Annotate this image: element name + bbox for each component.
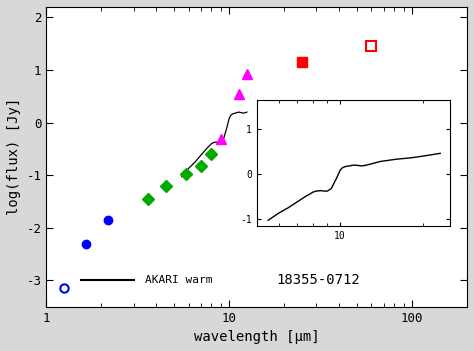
Text: AKARI warm: AKARI warm [145,275,212,285]
Text: 18355-0712: 18355-0712 [276,273,360,287]
X-axis label: wavelength [μm]: wavelength [μm] [194,330,319,344]
Y-axis label: log(flux) [Jy]: log(flux) [Jy] [7,98,21,216]
